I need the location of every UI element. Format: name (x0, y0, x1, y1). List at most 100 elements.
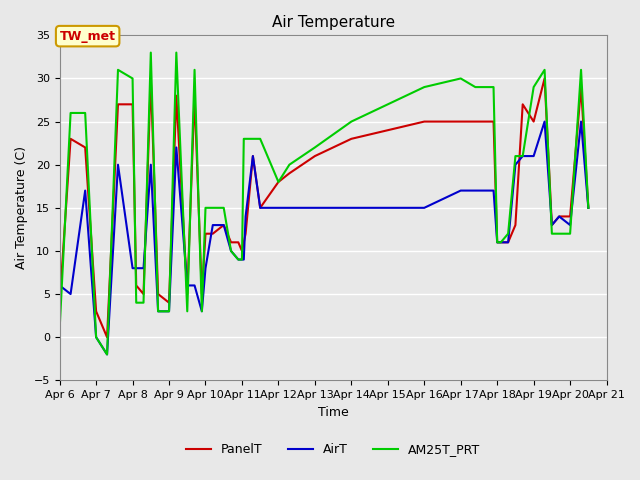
X-axis label: Time: Time (317, 406, 349, 419)
PanelT (420, 119, 428, 124)
AM25T_PRT (548, 231, 556, 237)
AM25T_PRT (504, 231, 512, 237)
Line: AirT: AirT (60, 121, 588, 354)
PanelT (184, 291, 191, 297)
AM25T_PRT (275, 179, 282, 185)
PanelT (209, 231, 216, 237)
Legend: PanelT, AirT, AM25T_PRT: PanelT, AirT, AM25T_PRT (181, 438, 485, 461)
AM25T_PRT (249, 136, 257, 142)
AirT (577, 119, 585, 124)
AirT (530, 153, 538, 159)
AirT (220, 222, 228, 228)
AirT (285, 205, 293, 211)
PanelT (457, 119, 465, 124)
AM25T_PRT (132, 300, 140, 306)
PanelT (490, 119, 497, 124)
AM25T_PRT (511, 153, 519, 159)
PanelT (348, 136, 355, 142)
Text: TW_met: TW_met (60, 30, 116, 43)
AM25T_PRT (490, 84, 497, 90)
AirT (490, 188, 497, 193)
AirT (240, 257, 248, 263)
AirT (541, 119, 548, 124)
PanelT (240, 240, 248, 245)
AirT (103, 351, 111, 357)
AirT (132, 265, 140, 271)
PanelT (202, 231, 209, 237)
AM25T_PRT (238, 257, 246, 263)
PanelT (530, 119, 538, 124)
PanelT (56, 300, 63, 306)
AM25T_PRT (165, 309, 173, 314)
PanelT (114, 101, 122, 107)
AM25T_PRT (240, 136, 248, 142)
AM25T_PRT (584, 205, 592, 211)
AM25T_PRT (154, 309, 162, 314)
AirT (493, 240, 501, 245)
AirT (238, 257, 246, 263)
PanelT (566, 214, 574, 219)
PanelT (519, 101, 527, 107)
PanelT (67, 136, 74, 142)
AirT (475, 188, 483, 193)
PanelT (511, 222, 519, 228)
AM25T_PRT (384, 101, 392, 107)
PanelT (191, 93, 198, 98)
AirT (384, 205, 392, 211)
AirT (420, 205, 428, 211)
PanelT (173, 93, 180, 98)
AirT (556, 214, 563, 219)
Y-axis label: Air Temperature (C): Air Temperature (C) (15, 146, 28, 269)
PanelT (285, 170, 293, 176)
PanelT (198, 291, 205, 297)
AM25T_PRT (311, 144, 319, 150)
AM25T_PRT (234, 257, 242, 263)
Title: Air Temperature: Air Temperature (271, 15, 395, 30)
PanelT (584, 205, 592, 211)
AM25T_PRT (566, 231, 574, 237)
AM25T_PRT (556, 231, 563, 237)
AM25T_PRT (227, 248, 235, 254)
AM25T_PRT (577, 67, 585, 72)
AirT (234, 257, 242, 263)
PanelT (311, 153, 319, 159)
AM25T_PRT (257, 136, 264, 142)
PanelT (132, 283, 140, 288)
Line: PanelT: PanelT (60, 78, 588, 337)
AM25T_PRT (285, 162, 293, 168)
PanelT (234, 240, 242, 245)
AirT (275, 205, 282, 211)
AirT (173, 144, 180, 150)
AirT (56, 283, 63, 288)
PanelT (242, 231, 250, 237)
AM25T_PRT (519, 153, 527, 159)
AirT (519, 153, 527, 159)
PanelT (257, 205, 264, 211)
AM25T_PRT (420, 84, 428, 90)
AirT (129, 265, 136, 271)
AirT (165, 309, 173, 314)
PanelT (129, 101, 136, 107)
AM25T_PRT (348, 119, 355, 124)
PanelT (541, 75, 548, 81)
AirT (348, 205, 355, 211)
AirT (184, 283, 191, 288)
AirT (209, 222, 216, 228)
PanelT (103, 334, 111, 340)
AirT (202, 265, 209, 271)
Line: AM25T_PRT: AM25T_PRT (60, 53, 588, 354)
AM25T_PRT (472, 84, 479, 90)
AirT (147, 162, 155, 168)
AirT (191, 283, 198, 288)
AM25T_PRT (56, 326, 63, 332)
AM25T_PRT (173, 50, 180, 56)
PanelT (81, 144, 89, 150)
AirT (584, 205, 592, 211)
AirT (227, 248, 235, 254)
PanelT (147, 75, 155, 81)
AM25T_PRT (198, 309, 205, 314)
AirT (511, 162, 519, 168)
PanelT (165, 300, 173, 306)
AM25T_PRT (114, 67, 122, 72)
PanelT (384, 127, 392, 133)
